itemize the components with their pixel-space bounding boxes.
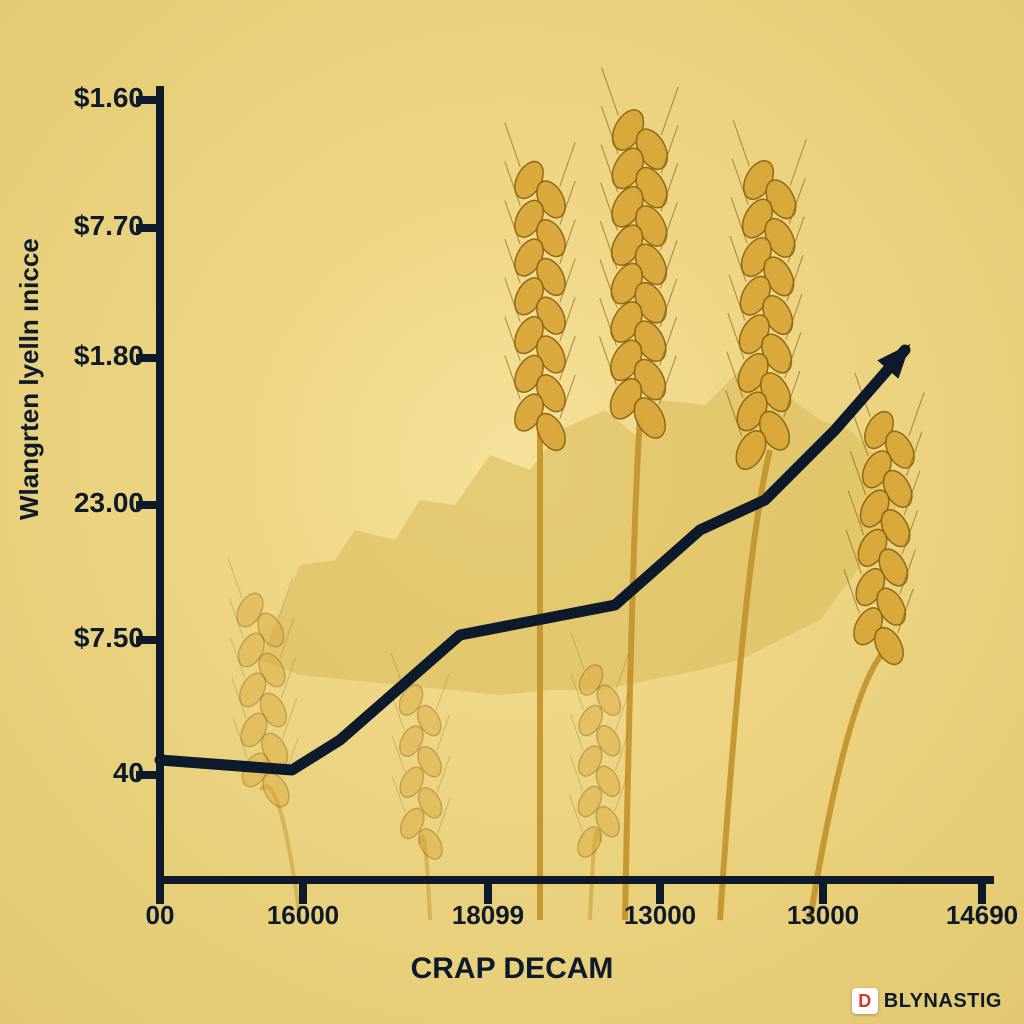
x-tick-label: 14690 xyxy=(942,900,1022,931)
map-silhouette xyxy=(260,370,900,695)
y-axis-label: Wlangrten lyelln ınicce xyxy=(14,238,45,520)
x-axis-label: CRAP DECAM xyxy=(0,952,1024,986)
x-tick-label: 16000 xyxy=(263,900,343,931)
brand-badge: D BLYNASTIG xyxy=(852,988,1002,1014)
line-chart xyxy=(0,0,1024,1024)
y-tick-label: 23.00 xyxy=(44,487,144,519)
y-tick-label: $1.60 xyxy=(44,82,144,114)
brand-icon-letter: D xyxy=(858,991,871,1012)
y-tick-label: $7.70 xyxy=(44,210,144,242)
x-tick-label: 13000 xyxy=(620,900,700,931)
x-tick-label: 00 xyxy=(120,900,200,931)
y-tick-label: $7.50 xyxy=(44,622,144,654)
x-tick-label: 13000 xyxy=(783,900,863,931)
y-tick-label: 40 xyxy=(44,757,144,789)
brand-icon: D xyxy=(852,988,878,1014)
y-tick-label: $1.80 xyxy=(44,340,144,372)
x-tick-label: 18099 xyxy=(448,900,528,931)
brand-name: BLYNASTIG xyxy=(884,990,1002,1013)
